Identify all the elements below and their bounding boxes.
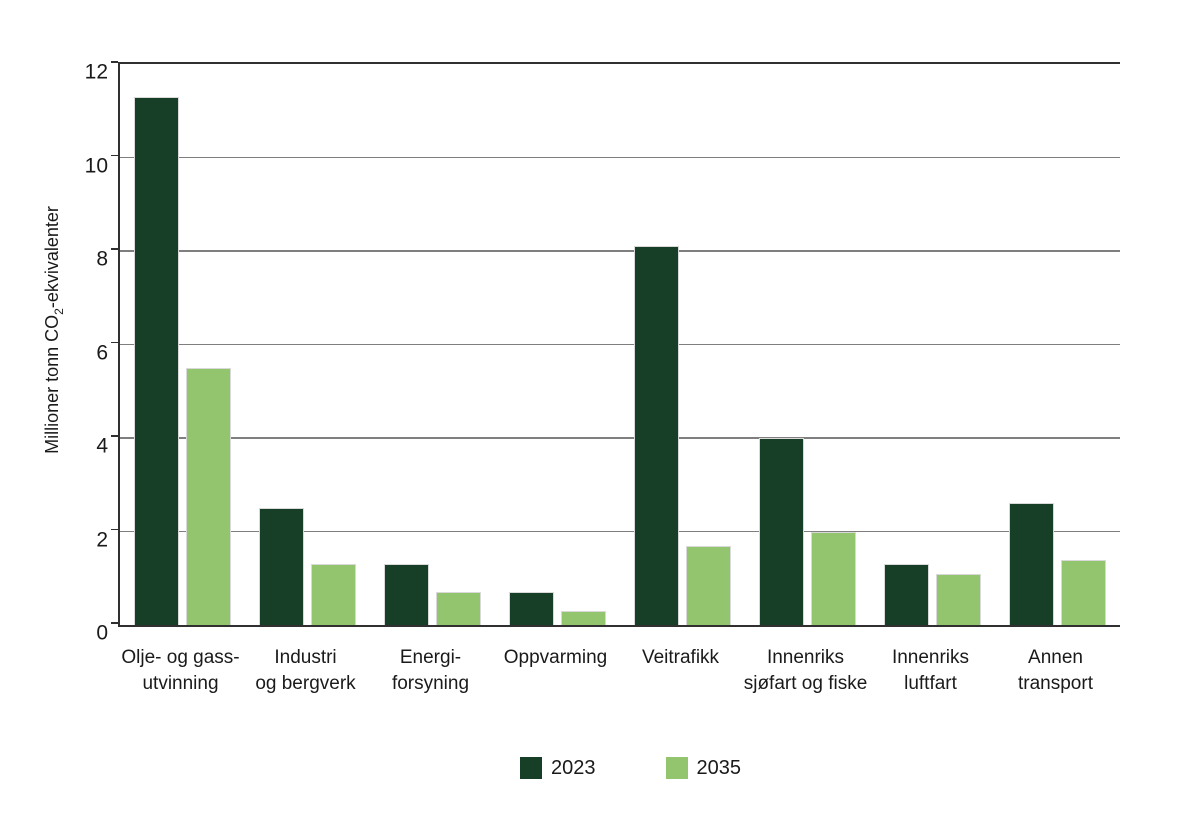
- x-category-label-5: Innenriks sjøfart og fiske: [743, 645, 868, 697]
- x-category-label-line: transport: [1018, 673, 1093, 694]
- gridline-4: [120, 437, 1120, 439]
- legend-label-2035: 2035: [696, 757, 742, 779]
- bar-2035-7: [1061, 559, 1106, 625]
- gridline-6: [120, 343, 1120, 346]
- gridline-2: [120, 530, 1120, 533]
- x-category-label-line: Industri: [274, 647, 337, 668]
- gridline-8: [120, 250, 1120, 252]
- y-tick-label-0: 0: [96, 621, 108, 645]
- bar-2023-1: [259, 508, 304, 625]
- bar-2035-0: [186, 367, 231, 625]
- y-tick-label-2: 2: [96, 528, 108, 551]
- x-category-label-line: Oppvarming: [503, 647, 608, 668]
- bar-2035-5: [811, 531, 856, 625]
- gridline-10: [120, 156, 1120, 159]
- y-axis-title-text: Millioner tonn CO: [42, 314, 63, 454]
- bar-2035-2: [436, 592, 481, 625]
- x-category-label-line: Innenriks: [891, 647, 970, 668]
- y-tick-label-6: 6: [96, 341, 108, 364]
- y-axis-title-suffix: -ekvivalenter: [42, 206, 63, 309]
- bar-2023-5: [759, 438, 804, 625]
- legend-swatch-2035: [665, 757, 688, 779]
- bar-2023-4: [634, 246, 679, 625]
- bar-2035-4: [686, 545, 731, 625]
- legend-swatch-2023: [520, 757, 542, 779]
- x-category-label-line: sjøfart og fiske: [743, 673, 868, 694]
- bar-2023-0: [134, 96, 179, 625]
- y-axis-tick-12: [111, 61, 118, 63]
- legend-item-2035: 2035: [665, 757, 742, 779]
- x-category-label-line: Annen: [1028, 647, 1083, 668]
- x-category-label-line: Energi-: [399, 647, 462, 668]
- bar-2035-6: [936, 573, 981, 625]
- x-axis-labels: Olje- og gass-utvinning Industri og bergve…: [118, 645, 1118, 715]
- y-tick-label-10: 10: [84, 154, 108, 177]
- x-category-label-line: utvinning: [142, 673, 219, 694]
- bar-2023-7: [1009, 503, 1054, 625]
- y-axis-tick-6: [111, 341, 118, 344]
- y-axis-tick-10: [111, 154, 118, 157]
- bar-2035-3: [561, 610, 606, 625]
- y-axis-title: Millioner tonn CO2-ekvivalenter: [42, 206, 66, 454]
- y-axis-tick-2: [111, 528, 118, 531]
- x-category-label-line: og bergverk: [255, 673, 356, 694]
- y-axis-tick-8: [111, 248, 118, 250]
- x-category-label-line: luftfart: [904, 673, 957, 694]
- bar-2023-2: [384, 564, 429, 625]
- legend-label-2023: 2023: [551, 757, 596, 779]
- x-category-label-1: Industri og bergverk: [243, 645, 368, 697]
- x-category-label-2: Energi-forsyning: [368, 645, 493, 697]
- legend: 2023 2035: [520, 757, 741, 779]
- x-category-label-line: Olje- og gass-: [121, 647, 240, 668]
- x-category-label-4: Veitrafikk: [618, 645, 743, 671]
- bar-2023-6: [884, 564, 929, 625]
- plot-area: [118, 62, 1120, 627]
- y-tick-label-12: 12: [84, 60, 108, 84]
- y-axis-tick-4: [111, 435, 118, 437]
- x-category-label-7: Annen transport: [993, 645, 1118, 697]
- x-category-label-line: Innenriks: [766, 647, 845, 668]
- y-tick-label-4: 4: [96, 434, 108, 458]
- bar-2023-3: [509, 592, 554, 625]
- x-category-label-3: Oppvarming: [493, 645, 618, 671]
- x-category-label-0: Olje- og gass-utvinning: [118, 645, 243, 697]
- y-axis-tick-0: [111, 622, 118, 624]
- y-tick-label-8: 8: [96, 247, 108, 271]
- x-category-label-line: Veitrafikk: [641, 647, 720, 668]
- bar-2035-1: [311, 564, 356, 625]
- legend-item-2023: 2023: [520, 757, 596, 779]
- x-category-label-line: forsyning: [391, 673, 470, 694]
- y-axis-title-subscript: 2: [51, 308, 66, 315]
- x-category-label-6: Innenriks luftfart: [868, 645, 993, 697]
